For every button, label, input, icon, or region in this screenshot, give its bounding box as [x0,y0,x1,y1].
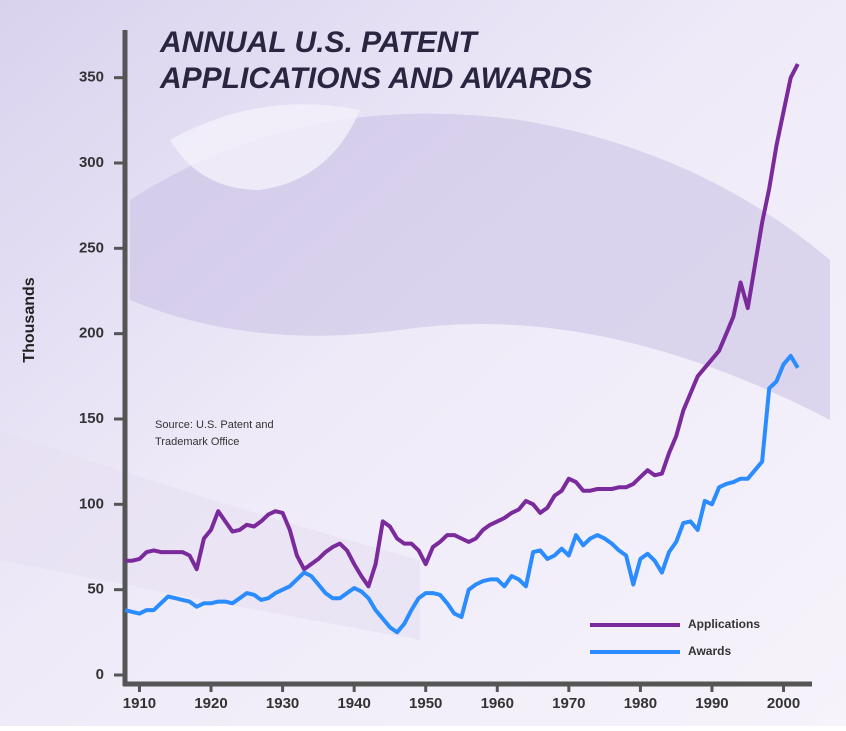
y-tick-label: 350 [79,69,104,86]
x-tick-label: 1940 [337,695,370,712]
x-tick-label: 1950 [409,695,442,712]
y-tick-label: 150 [79,410,104,427]
y-tick-label: 50 [87,581,104,598]
data-line [124,353,800,635]
y-tick-label: 100 [79,495,104,512]
x-tick-label: 1960 [481,695,514,712]
legend-label: Applications [688,617,760,631]
y-tick-label: 0 [96,666,104,683]
x-tick-label: 1910 [123,695,156,712]
y-tick-label: 300 [79,154,104,171]
x-tick-label: 1980 [624,695,657,712]
background-shape [0,430,420,640]
x-tick-label: 1930 [266,695,299,712]
y-tick-label: 250 [79,239,104,256]
chart-title: ANNUAL U.S. PATENT [159,26,479,59]
x-tick-label: 2000 [767,695,800,712]
data-line [125,63,800,589]
x-tick-label: 1990 [695,695,728,712]
source-note: Trademark Office [155,436,239,448]
background-shape [170,104,360,190]
y-tick-label: 200 [79,325,104,342]
source-note: Source: U.S. Patent and [155,419,274,431]
x-tick-label: 1920 [194,695,227,712]
x-tick-label: 1970 [552,695,585,712]
background-shape [130,113,830,420]
legend-label: Awards [688,644,731,658]
chart-title: APPLICATIONS AND AWARDS [159,62,592,95]
y-axis-label: Thousands [21,277,38,362]
